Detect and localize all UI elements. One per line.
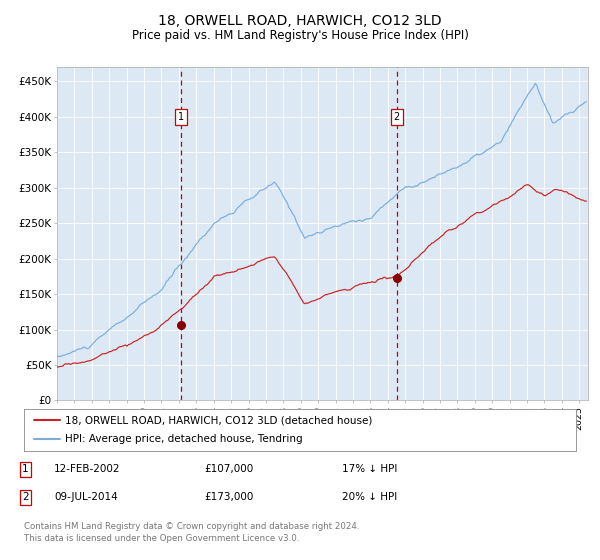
Text: 2: 2	[394, 112, 400, 122]
Text: 18, ORWELL ROAD, HARWICH, CO12 3LD: 18, ORWELL ROAD, HARWICH, CO12 3LD	[158, 14, 442, 28]
Text: 1: 1	[22, 464, 29, 474]
Text: 18, ORWELL ROAD, HARWICH, CO12 3LD (detached house): 18, ORWELL ROAD, HARWICH, CO12 3LD (deta…	[65, 415, 373, 425]
Text: 2: 2	[22, 492, 29, 502]
Text: 20% ↓ HPI: 20% ↓ HPI	[342, 492, 397, 502]
Text: Contains HM Land Registry data © Crown copyright and database right 2024.
This d: Contains HM Land Registry data © Crown c…	[24, 522, 359, 543]
Text: 09-JUL-2014: 09-JUL-2014	[54, 492, 118, 502]
Text: 1: 1	[178, 112, 184, 122]
Text: £173,000: £173,000	[204, 492, 253, 502]
Text: £107,000: £107,000	[204, 464, 253, 474]
Text: HPI: Average price, detached house, Tendring: HPI: Average price, detached house, Tend…	[65, 435, 303, 445]
Text: Price paid vs. HM Land Registry's House Price Index (HPI): Price paid vs. HM Land Registry's House …	[131, 29, 469, 42]
Text: 17% ↓ HPI: 17% ↓ HPI	[342, 464, 397, 474]
Text: 12-FEB-2002: 12-FEB-2002	[54, 464, 121, 474]
